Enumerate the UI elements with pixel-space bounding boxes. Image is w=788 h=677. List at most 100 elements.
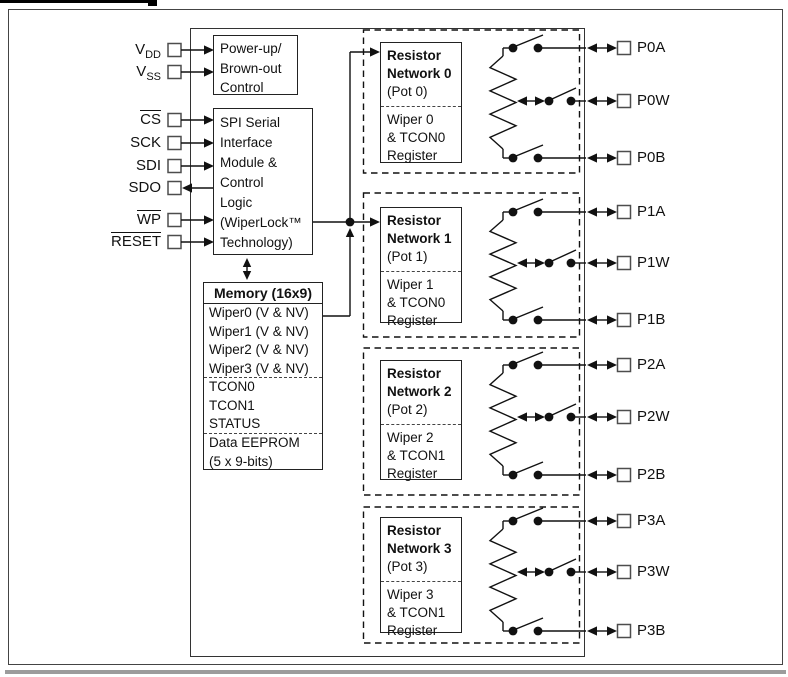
network-1-title: Resistor Network 1	[387, 213, 452, 246]
pin-label-wp: WP	[136, 210, 161, 228]
chip-boundary	[190, 28, 585, 657]
right-pin-P1W-connector	[587, 255, 632, 271]
pin-label-sck: SCK	[130, 134, 161, 151]
left-pin-sck-connector	[167, 135, 214, 151]
left-pin-vss-connector	[167, 64, 214, 80]
switch-terminal-b	[503, 144, 586, 163]
right-pin-P2W-connector	[587, 409, 632, 425]
left-pin-vdd-connector	[167, 42, 214, 58]
right-pin-P3W-connector	[587, 564, 632, 580]
right-pin-P2A-connector	[587, 357, 632, 373]
switch-terminal-w	[517, 558, 586, 577]
pin-label-p0w: P0W	[637, 92, 670, 109]
pin-square	[167, 64, 182, 80]
switch-terminal-w	[517, 403, 586, 422]
power-up-brown-out-block: Power-up/ Brown-out Control	[213, 35, 298, 95]
resistor-network-0-graphics	[362, 29, 586, 174]
memory-block: Memory (16x9) Wiper0 (V & NV) Wiper1 (V …	[203, 282, 323, 470]
right-pin-P3B-connector	[587, 623, 632, 639]
resistor-network-1-graphics	[362, 192, 586, 338]
pin-label-vss: VSS	[136, 63, 161, 83]
network-3-register-label: Wiper 3 & TCON1 Register	[381, 581, 461, 640]
network-0-title: Resistor Network 0	[387, 48, 452, 81]
pin-square	[616, 409, 632, 425]
resistor-network-2-graphics	[362, 347, 586, 496]
pin-square	[167, 234, 182, 250]
left-pin-wp-connector	[167, 212, 214, 228]
right-pin-P1A-connector	[587, 204, 632, 220]
pin-square	[616, 204, 632, 220]
network-dashed-box	[362, 347, 581, 496]
switch-terminal-w	[517, 87, 586, 106]
network-2-title: Resistor Network 2	[387, 366, 452, 399]
pin-square	[616, 564, 632, 580]
pin-square	[616, 513, 632, 529]
pin-label-p3a: P3A	[637, 512, 666, 529]
left-pin-sdo-connector	[167, 180, 214, 196]
spi-memory-arrow	[242, 258, 252, 280]
network-2-pot-label: (Pot 2)	[387, 402, 428, 417]
cropped-heading-underline	[0, 0, 156, 3]
left-pin-reset-connector	[167, 234, 214, 250]
resistor-network-2-block: Resistor Network 2 (Pot 2) Wiper 2 & TCON1…	[380, 360, 462, 483]
page-border	[8, 9, 783, 665]
resistor-zigzag	[488, 55, 518, 150]
network-2-register-label: Wiper 2 & TCON1 Register	[381, 424, 461, 483]
pin-label-cs: CS	[140, 110, 161, 128]
left-pin-sdi-connector	[167, 158, 214, 174]
pin-label-p0b: P0B	[637, 149, 666, 166]
pin-square	[616, 40, 632, 56]
switch-terminal-a	[503, 351, 586, 370]
pin-square	[167, 112, 182, 128]
pin-square	[616, 357, 632, 373]
switch-terminal-b	[503, 617, 586, 636]
resistor-network-3-block: Resistor Network 3 (Pot 3) Wiper 3 & TCON1…	[380, 517, 462, 638]
network-3-title: Resistor Network 3	[387, 523, 452, 556]
spi-block-text: SPI Serial Interface Module & Control Lo…	[220, 115, 302, 250]
pin-label-p0a: P0A	[637, 39, 666, 56]
pin-label-vdd: VDD	[135, 41, 161, 61]
pin-square	[616, 255, 632, 271]
memory-tcon-status-registers: TCON0 TCON1 STATUS	[204, 378, 322, 434]
pin-square	[167, 158, 182, 174]
pin-square	[616, 312, 632, 328]
switch-terminal-a	[503, 507, 586, 526]
memory-data-eeprom: Data EEPROM (5 x 9-bits)	[209, 435, 300, 469]
memory-wiper-registers: Wiper0 (V & NV) Wiper1 (V & NV) Wiper2 (…	[204, 304, 322, 378]
network-0-register-label: Wiper 0 & TCON0 Register	[381, 106, 461, 165]
memory-block-title: Memory (16x9)	[204, 283, 322, 304]
network-3-pot-label: (Pot 3)	[387, 559, 428, 574]
resistor-network-1-block: Resistor Network 1 (Pot 1) Wiper 1 & TCON0…	[380, 207, 462, 328]
resistor-zigzag	[488, 528, 518, 623]
right-pin-P0B-connector	[587, 150, 632, 166]
pin-square	[167, 212, 182, 228]
pin-square	[616, 623, 632, 639]
pin-square	[167, 42, 182, 58]
pin-square	[616, 150, 632, 166]
pin-label-p3w: P3W	[637, 563, 670, 580]
pin-square	[167, 180, 182, 196]
right-pin-P1B-connector	[587, 312, 632, 328]
spi-interface-block: SPI Serial Interface Module & Control Lo…	[213, 108, 313, 255]
switch-terminal-b	[503, 306, 586, 325]
switch-terminal-a	[503, 198, 586, 217]
pin-label-sdi: SDI	[135, 157, 161, 174]
network-1-register-label: Wiper 1 & TCON0 Register	[381, 271, 461, 330]
power-up-block-text: Power-up/ Brown-out Control	[220, 41, 282, 95]
pin-label-p2b: P2B	[637, 466, 666, 483]
resistor-zigzag	[488, 372, 518, 467]
resistor-zigzag	[488, 219, 518, 312]
right-pin-P0W-connector	[587, 93, 632, 109]
network-0-pot-label: (Pot 0)	[387, 84, 428, 99]
pin-label-p1a: P1A	[637, 203, 666, 220]
network-1-pot-label: (Pot 1)	[387, 249, 428, 264]
right-pin-P0A-connector	[587, 40, 632, 56]
pin-label-p1b: P1B	[637, 311, 666, 328]
right-pin-P3A-connector	[587, 513, 632, 529]
right-pin-P2B-connector	[587, 467, 632, 483]
resistor-network-3-graphics	[362, 506, 586, 644]
pin-label-p2w: P2W	[637, 408, 670, 425]
switch-terminal-b	[503, 461, 586, 480]
